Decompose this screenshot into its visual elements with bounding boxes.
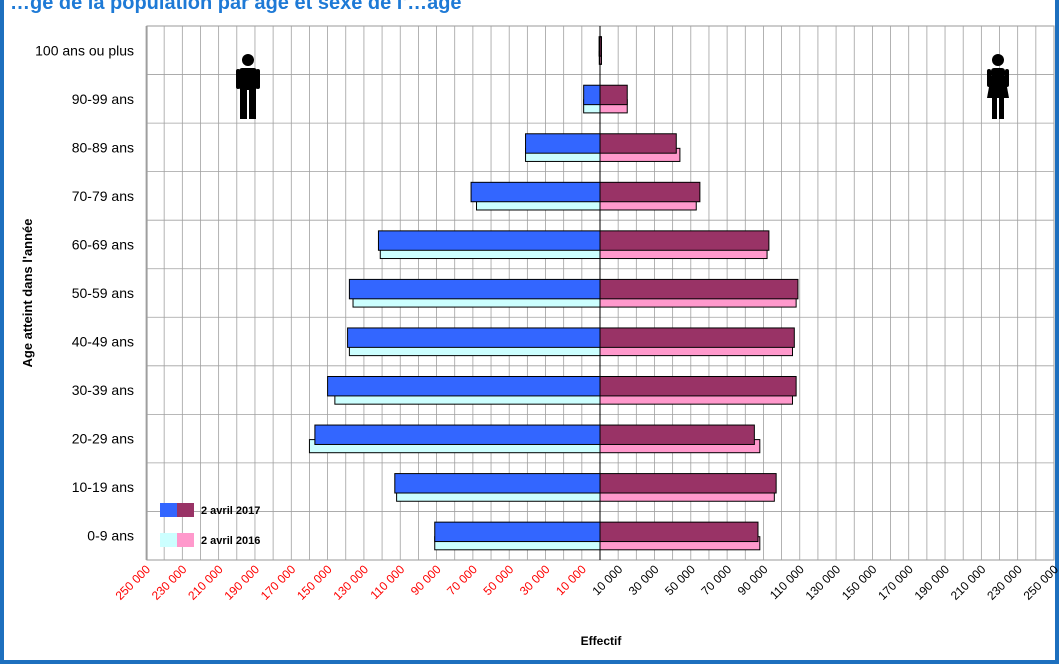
legend: 2 avril 2017 2 avril 2016: [160, 503, 260, 547]
y-tick-label: 20-29 ans: [72, 431, 134, 447]
x-tick-label: 50 000: [662, 562, 698, 598]
y-tick-label: 0-9 ans: [87, 528, 134, 544]
bar-male-2017: [377, 230, 601, 251]
x-tick-label: 130 000: [330, 562, 371, 603]
bar-female-2017: [599, 521, 759, 543]
x-tick-label: 130 000: [803, 562, 844, 603]
y-tick-label: 30-39 ans: [72, 382, 134, 398]
x-tick-label: 110 000: [767, 562, 807, 602]
legend-label-2017: 2 avril 2017: [201, 505, 260, 517]
x-tick-label: 170 000: [875, 562, 916, 603]
bar-female-2017: [599, 473, 777, 494]
x-tick-label: 210 000: [948, 562, 989, 603]
x-tick-label: 70 000: [698, 562, 734, 598]
chart-title: …ge de la population par âge et sexe de …: [10, 0, 462, 14]
bar-female-2017: [599, 375, 797, 397]
y-axis-title: Age atteint dans l'année: [20, 218, 35, 367]
legend-swatch-2017-female: [177, 503, 194, 517]
y-tick-label: 100 ans ou plus: [35, 42, 134, 58]
legend-swatch-2016-male: [160, 533, 177, 547]
bar-female-2017: [599, 424, 755, 445]
y-tick-label: 50-59 ans: [72, 285, 134, 301]
x-axis-title: Effectif: [581, 634, 623, 648]
x-tick-label: 30 000: [517, 562, 553, 598]
x-tick-label: 230 000: [149, 562, 190, 603]
legend-swatch-2016-female: [177, 533, 194, 547]
x-tick-label: 30 000: [626, 562, 662, 598]
bar-female-2017: [599, 327, 795, 348]
y-tick-label: 40-49 ans: [72, 334, 134, 350]
bar-male-2017: [470, 181, 601, 203]
bar-male-2017: [583, 84, 601, 106]
bar-female-2017: [599, 230, 770, 251]
bar-male-2017: [327, 375, 601, 397]
x-tick-label: 70 000: [444, 562, 480, 598]
x-tick-label: 10 000: [553, 562, 589, 598]
bar-male-2017: [347, 327, 601, 348]
x-tick-label: 190 000: [912, 562, 953, 603]
y-tick-label: 10-19 ans: [72, 479, 134, 495]
bar-female-2017: [599, 181, 701, 203]
x-tick-label: 150 000: [294, 562, 335, 603]
bar-male-2017: [525, 133, 601, 154]
x-tick-label: 50 000: [480, 562, 516, 598]
male-figure-icon: [236, 54, 260, 119]
bar-female-2017: [599, 133, 677, 154]
x-tick-label: 250 000: [113, 562, 154, 603]
x-tick-label: 210 000: [185, 562, 226, 603]
x-tick-label: 110 000: [367, 562, 407, 602]
x-tick-label: 90 000: [408, 562, 444, 598]
x-tick-label: 230 000: [984, 562, 1025, 603]
x-tick-label: 170 000: [258, 562, 299, 603]
x-tick-label: 250 000: [1021, 562, 1059, 603]
population-pyramid-chart: 0-9 ans 10-19 ans 20-29 ans 30-39 ans 40-49 …: [20, 25, 1059, 648]
bar-female-2017: [599, 36, 602, 57]
bar-male-2017: [314, 424, 601, 445]
bar-female-2017: [599, 84, 628, 106]
legend-label-2016: 2 avril 2016: [201, 535, 260, 547]
bar-male-2017: [348, 278, 601, 300]
bar-male-2017: [394, 473, 601, 494]
y-tick-label: 60-69 ans: [72, 236, 134, 252]
bar-male-2017: [434, 521, 601, 543]
x-tick-label: 90 000: [735, 562, 771, 598]
y-tick-label: 90-99 ans: [72, 91, 134, 107]
x-tick-label: 190 000: [222, 562, 263, 603]
x-tick-label: 10 000: [589, 562, 625, 598]
legend-swatch-2017-male: [160, 503, 177, 517]
y-tick-label: 70-79 ans: [72, 188, 134, 204]
x-tick-label: 150 000: [839, 562, 880, 603]
female-figure-icon: [987, 54, 1009, 119]
bar-female-2017: [599, 278, 799, 300]
y-tick-label: 80-89 ans: [72, 139, 134, 155]
